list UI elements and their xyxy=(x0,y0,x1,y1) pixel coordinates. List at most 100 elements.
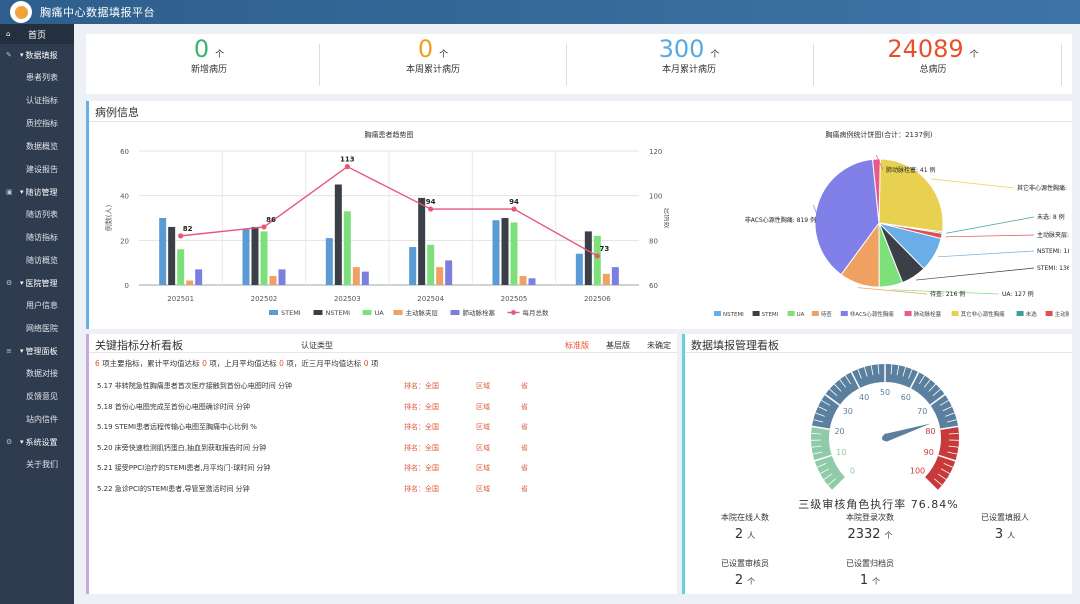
gauge-tick-label: 20 xyxy=(834,427,844,436)
bar xyxy=(427,244,435,285)
rank-national[interactable]: 排名：全国 xyxy=(404,402,439,411)
rank-region[interactable]: 区域 xyxy=(476,464,490,472)
summary-text: 项，近三月平均值达标 xyxy=(286,359,362,368)
sidebar-item[interactable]: 反馈意见 xyxy=(26,392,58,401)
report-stat: 本院在线人数 2 人 xyxy=(690,512,800,542)
legend-label: NSTEMI xyxy=(723,312,744,318)
tab-undetermined[interactable]: 未确定 xyxy=(647,341,671,350)
rank-region[interactable]: 区域 xyxy=(476,484,490,493)
bar xyxy=(186,280,194,285)
gauge-tick-label: 40 xyxy=(859,393,869,402)
gauge-tick xyxy=(823,473,833,480)
report-stat-unit: 人 xyxy=(747,531,756,540)
sidebar-group-label: 随访管理 xyxy=(25,187,58,197)
sidebar-item[interactable]: 建设报告 xyxy=(26,165,58,174)
stat-label: 新增病历 xyxy=(190,65,227,75)
kpi-row[interactable]: 5.19 STEMI患者远程传输心电图至胸痛中心比例 % 排名：全国 区域 省 xyxy=(97,417,677,437)
stat-value: 24089 xyxy=(887,35,964,63)
legend-label: 待查 xyxy=(821,310,833,318)
line-point xyxy=(344,164,350,170)
legend-swatch xyxy=(1016,311,1024,316)
rank-province[interactable]: 省 xyxy=(521,443,528,452)
settings-icon: ⚙ xyxy=(6,438,13,446)
rank-national[interactable]: 排名：全国 xyxy=(404,382,439,390)
kpi-row[interactable]: 5.21 接受PPCI治疗的STEMI患者,月平均门-球时间 分钟 排名：全国 区域… xyxy=(97,458,677,478)
summary-count: 0 xyxy=(202,359,207,368)
report-title: 数据填报管理看板 xyxy=(691,339,779,352)
gauge-tick-label: 60 xyxy=(901,393,911,402)
gauge-tick xyxy=(924,477,938,490)
rank-region[interactable]: 区域 xyxy=(476,382,490,390)
legend-label: NSTEMI xyxy=(326,309,351,317)
rank-province[interactable]: 省 xyxy=(521,382,528,390)
bar xyxy=(492,220,500,285)
rank-province[interactable]: 省 xyxy=(521,402,528,411)
gauge-tick xyxy=(948,445,959,448)
report-stat-value: 2 xyxy=(734,527,744,542)
rank-region[interactable]: 区域 xyxy=(476,402,490,411)
sidebar-group[interactable]: ▣ ▾ 随访管理 xyxy=(0,181,74,203)
chevron-down-icon: ▾ xyxy=(20,347,24,355)
bar xyxy=(242,229,250,285)
rank-national[interactable]: 排名：全国 xyxy=(404,464,439,472)
sidebar-item[interactable]: 用户信息 xyxy=(26,301,58,310)
sidebar-item[interactable]: 站内信件 xyxy=(26,415,58,424)
rank-region[interactable]: 区域 xyxy=(476,443,490,452)
pie-leader xyxy=(946,216,1035,234)
kpi-row[interactable]: 5.22 急诊PCI的STEMI患者,导管室激活时间 分钟 排名：全国 区域 省 xyxy=(97,479,677,499)
kpi-row[interactable]: 5.17 非转院急性胸痛患者首次医疗接触到首份心电图时间 分钟 排名：全国 区域 省 xyxy=(97,376,677,396)
sidebar-group-label: 数据填报 xyxy=(25,50,58,60)
sidebar-item-home[interactable]: ⌂ 首页 xyxy=(0,24,74,44)
gauge-tick xyxy=(943,463,954,468)
sidebar-item[interactable]: 随访概览 xyxy=(26,256,58,265)
sidebar-item[interactable]: 认证指标 xyxy=(26,96,58,105)
rank-national[interactable]: 排名：全国 xyxy=(404,423,439,431)
x-tick-label: 202504 xyxy=(417,295,444,303)
bar xyxy=(269,276,277,285)
sidebar-item[interactable]: 随访列表 xyxy=(26,210,58,219)
summary-count: 0 xyxy=(279,359,284,368)
rank-province[interactable]: 省 xyxy=(521,484,528,493)
stat-unit: 个 xyxy=(710,50,720,60)
gauge-tick xyxy=(845,375,852,385)
gauge-tick xyxy=(839,379,847,388)
rank-province[interactable]: 省 xyxy=(521,423,528,431)
legend-swatch xyxy=(450,310,460,315)
sidebar-item[interactable]: 数据概览 xyxy=(26,142,58,151)
sidebar-group[interactable]: ✎ ▾ 数据填报 xyxy=(0,44,74,66)
sidebar-group-label: 系统设置 xyxy=(25,437,58,447)
gauge-tick xyxy=(817,406,828,412)
rank-national[interactable]: 排名：全国 xyxy=(404,484,439,493)
gauge-tick xyxy=(811,445,822,448)
rank-region[interactable]: 区域 xyxy=(476,423,490,431)
rank-province[interactable]: 省 xyxy=(521,464,528,472)
kpi-row[interactable]: 5.18 首份心电图完成至首份心电图确诊时间 分钟 排名：全国 区域 省 xyxy=(97,397,677,417)
sidebar-item[interactable]: 质控指标 xyxy=(26,119,58,128)
pie-label: 非ACS心源性胸痛: 819 例 xyxy=(745,216,816,224)
report-stat: 本院登录次数 2332 个 xyxy=(815,512,925,542)
sidebar-item[interactable]: 患者列表 xyxy=(26,73,58,82)
rank-national[interactable]: 排名：全国 xyxy=(404,443,439,452)
pie-slice xyxy=(814,158,880,276)
sidebar-item[interactable]: 数据对接 xyxy=(26,369,58,378)
sidebar-group[interactable]: ≡ ▾ 管理面板 xyxy=(0,340,74,362)
gauge-tick xyxy=(811,432,822,435)
gauge-needle xyxy=(883,423,931,442)
tab-standard[interactable]: 标准版 xyxy=(565,341,589,350)
gauge-tick xyxy=(812,451,823,455)
sidebar-item[interactable]: 关于我们 xyxy=(26,460,58,469)
sidebar-item[interactable]: 随访指标 xyxy=(26,233,58,242)
kpi-title: 关键指标分析看板 xyxy=(95,339,183,352)
report-stat-value: 3 xyxy=(994,527,1004,542)
gauge-tick xyxy=(814,454,832,462)
bar xyxy=(584,231,592,285)
bar xyxy=(260,231,268,285)
pie-leader xyxy=(937,250,1035,258)
gauge-tick xyxy=(932,388,941,396)
tab-basic[interactable]: 基层版 xyxy=(606,341,630,350)
sidebar-group[interactable]: ⚙ ▾ 医院管理 xyxy=(0,272,74,294)
kpi-row[interactable]: 5.20 床旁快速检测肌钙蛋白,抽血到获取报告时间 分钟 排名：全国 区域 省 xyxy=(97,438,677,458)
pie-leader xyxy=(875,154,884,171)
sidebar-item[interactable]: 网络医院 xyxy=(26,324,58,333)
sidebar-group[interactable]: ⚙ ▾ 系统设置 xyxy=(0,431,74,453)
